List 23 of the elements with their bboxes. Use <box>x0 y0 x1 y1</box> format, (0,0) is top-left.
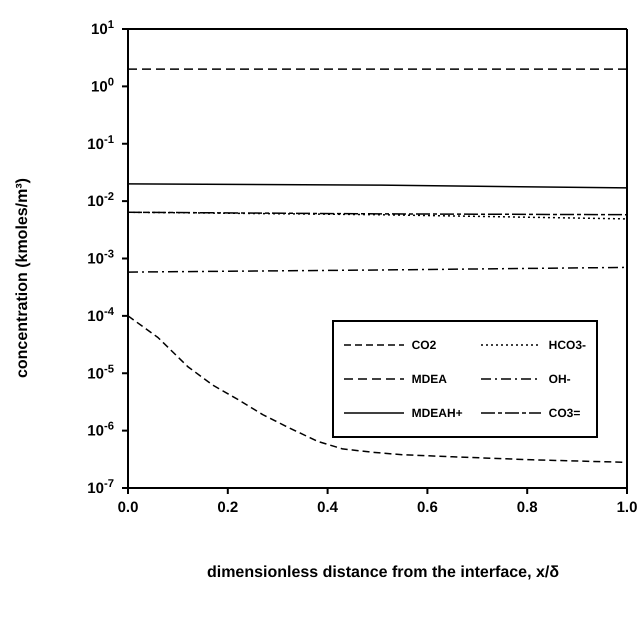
y-tick-label: 10$^{-1}$ <box>87 134 114 153</box>
x-axis-title: dimensionless distance from the interface, x/δ <box>206 564 560 582</box>
legend-label: CO2 <box>412 338 436 352</box>
y-axis-title: concentration (kmoles/m³) <box>14 178 32 378</box>
y-tick-label: 10$^{0}$ <box>91 76 114 96</box>
x-tick-label: 1.0 <box>616 499 638 516</box>
legend-label: CO3= <box>548 406 580 420</box>
y-tick-label: 10$^{-5}$ <box>87 363 114 382</box>
y-tick-label: 10$^{-2}$ <box>87 191 114 210</box>
y-tick-label: 10$^{-3}$ <box>87 248 114 268</box>
x-tick-label: 0.0 <box>118 499 138 516</box>
y-tick-label: 10$^{-7}$ <box>87 478 114 497</box>
x-tick-label: 0.4 <box>317 499 339 516</box>
x-tick-label: 0.6 <box>416 499 438 516</box>
x-tick-label: 0.2 <box>217 499 238 516</box>
legend-label: MDEA <box>412 372 447 386</box>
y-tick-label: 10$^{1}$ <box>91 19 114 38</box>
x-tick-label: 0.8 <box>516 499 538 516</box>
y-tick-label: 10$^{-4}$ <box>87 306 115 325</box>
y-tick-label: 10$^{-6}$ <box>87 420 114 440</box>
legend-label: HCO3- <box>548 338 586 352</box>
legend-label: MDEAH+ <box>412 406 463 420</box>
legend-label: OH- <box>548 372 571 386</box>
